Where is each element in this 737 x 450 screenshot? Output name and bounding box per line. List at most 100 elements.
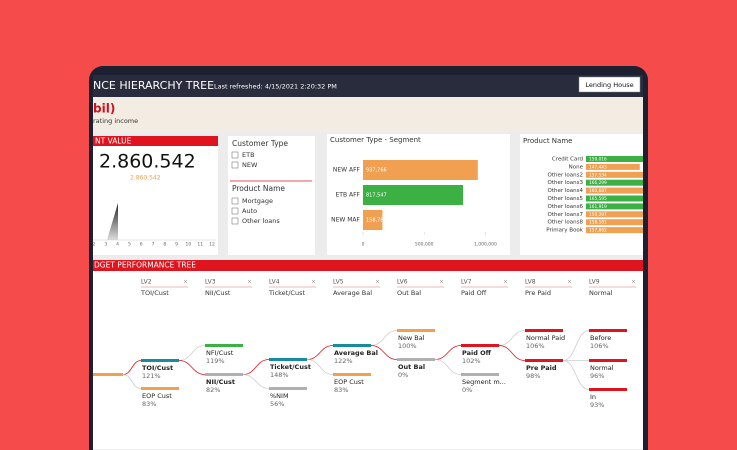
kpi-title: NT VALUE bbox=[95, 137, 132, 146]
tree-header bbox=[93, 260, 643, 271]
level-remove[interactable]: × bbox=[567, 279, 572, 286]
level-label: Normal bbox=[589, 289, 613, 297]
x-tick-label: 12 bbox=[209, 242, 215, 248]
node-bar bbox=[589, 329, 627, 332]
banner-subtitle: rating income bbox=[93, 117, 138, 125]
connector bbox=[370, 330, 398, 346]
level-label: Average Bal bbox=[333, 289, 372, 297]
value-label: 160,687 bbox=[589, 188, 607, 194]
node-label[interactable]: EOP Cust bbox=[334, 378, 364, 386]
node-bar bbox=[93, 373, 123, 376]
node-label[interactable]: NII/Cust bbox=[206, 378, 235, 386]
node-bar bbox=[333, 344, 371, 347]
level-name: LV3 bbox=[205, 279, 216, 286]
connector bbox=[562, 330, 590, 361]
node-bar bbox=[589, 388, 627, 391]
level-remove[interactable]: × bbox=[311, 279, 316, 286]
node-bar bbox=[205, 373, 243, 376]
category-label: None bbox=[569, 164, 584, 170]
x-tick-label: 9 bbox=[175, 242, 178, 248]
value-label: 147,443 bbox=[589, 164, 607, 170]
bar bbox=[586, 156, 643, 162]
bar bbox=[363, 210, 383, 230]
checkbox[interactable] bbox=[231, 197, 239, 205]
level-remove[interactable]: × bbox=[439, 279, 444, 286]
chart-title: Customer Type - Segment bbox=[330, 136, 421, 144]
report-title: NCE HIERARCHY TREE bbox=[93, 79, 214, 92]
value-label: 158,181 bbox=[589, 220, 607, 226]
value-label: 159,297 bbox=[589, 212, 607, 218]
node-value: 119% bbox=[206, 357, 225, 365]
node-label[interactable]: New Bal bbox=[398, 334, 425, 342]
kpi-subvalue: 2.860.542 bbox=[130, 175, 161, 182]
value-label: 166,299 bbox=[589, 180, 607, 186]
node-bar bbox=[141, 387, 179, 390]
level-remove[interactable]: × bbox=[183, 279, 188, 286]
node-bar bbox=[269, 387, 307, 390]
level-name: LV7 bbox=[461, 279, 472, 286]
checkbox[interactable] bbox=[231, 217, 239, 225]
node-value: 83% bbox=[334, 386, 348, 394]
x-tick-label: 4 bbox=[116, 242, 119, 248]
level-label: NII/Cust bbox=[205, 289, 231, 297]
connector bbox=[122, 360, 142, 375]
level-remove[interactable]: × bbox=[247, 279, 252, 286]
node-value: 56% bbox=[270, 400, 284, 408]
node-label[interactable]: NFI/Cust bbox=[206, 349, 234, 357]
option-label: NEW bbox=[242, 161, 258, 169]
button[interactable] bbox=[578, 76, 641, 93]
node-label[interactable]: Average Bal bbox=[334, 349, 378, 357]
x-tick-label: 500,000 bbox=[415, 242, 434, 248]
node-value: 82% bbox=[206, 386, 220, 394]
node-label[interactable]: Normal Paid bbox=[526, 334, 565, 342]
value-label: 817,547 bbox=[366, 193, 387, 199]
node-label[interactable]: Normal bbox=[590, 364, 614, 372]
node-label[interactable]: Pre Paid bbox=[526, 364, 557, 372]
x-tick-label: 7 bbox=[152, 242, 155, 248]
level-name: LV4 bbox=[269, 279, 280, 286]
button-label[interactable]: Lending House bbox=[585, 81, 633, 89]
value-label: 157,882 bbox=[589, 228, 607, 234]
screen: NCE HIERARCHY TREE Last refreshed: 4/15/… bbox=[93, 75, 643, 450]
node-value: 0% bbox=[398, 371, 408, 379]
checkbox[interactable] bbox=[231, 161, 239, 169]
option-label: Auto bbox=[242, 207, 257, 215]
node-label[interactable]: %NIM bbox=[270, 392, 289, 400]
level-remove[interactable]: × bbox=[503, 279, 508, 286]
node-label[interactable]: Before bbox=[590, 334, 611, 342]
bar bbox=[586, 227, 643, 234]
node-value: 122% bbox=[334, 357, 353, 365]
checkbox[interactable] bbox=[231, 207, 239, 215]
level-remove[interactable]: × bbox=[631, 279, 636, 286]
kpi-header bbox=[93, 136, 218, 146]
connector bbox=[306, 359, 334, 375]
node-bar bbox=[461, 344, 499, 347]
node-label[interactable]: Segment m... bbox=[462, 378, 506, 386]
level-label: Out Bal bbox=[397, 289, 421, 297]
checkbox[interactable] bbox=[231, 151, 239, 159]
slicer-card bbox=[228, 136, 315, 255]
node-label[interactable]: Ticket/Cust bbox=[270, 363, 311, 371]
bar bbox=[586, 187, 643, 194]
node-label[interactable]: TOI/Cust bbox=[142, 364, 173, 372]
node-label[interactable]: Out Bal bbox=[398, 363, 425, 371]
node-label[interactable]: EOP Cust bbox=[142, 392, 172, 400]
bar bbox=[586, 203, 643, 210]
x-tick-label: 1,000,000 bbox=[474, 242, 497, 248]
value-label: 937,766 bbox=[366, 168, 387, 174]
connector bbox=[498, 330, 526, 346]
value-label: 158,781 bbox=[366, 218, 387, 224]
node-label[interactable]: Paid Off bbox=[462, 349, 492, 357]
slicer-title: Customer Type bbox=[232, 139, 288, 148]
category-label: Other loans5 bbox=[548, 196, 584, 202]
node-label[interactable]: In bbox=[590, 393, 596, 401]
connector bbox=[178, 360, 206, 375]
x-tick-label: 3 bbox=[104, 242, 107, 248]
node-value: 98% bbox=[526, 372, 540, 380]
level-remove[interactable]: × bbox=[375, 279, 380, 286]
node-bar bbox=[589, 359, 627, 362]
node-bar bbox=[333, 373, 371, 376]
node-value: 96% bbox=[590, 372, 604, 380]
